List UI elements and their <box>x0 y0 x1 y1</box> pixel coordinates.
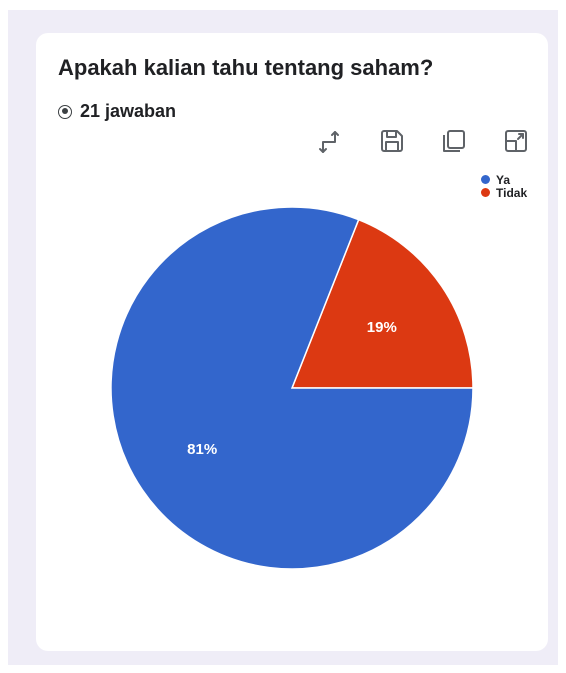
expand-chart-button[interactable] <box>500 125 532 157</box>
legend-swatch-ya <box>481 175 490 184</box>
pie-chart: 19% 81% <box>110 206 474 570</box>
copy-icon <box>443 130 465 152</box>
swap-axes-icon <box>319 131 339 153</box>
legend-item-ya: Ya <box>481 172 527 187</box>
legend-label-tidak: Tidak <box>496 185 528 200</box>
chart-toolbar <box>314 125 534 157</box>
slice-label-ya: 81% <box>187 441 217 458</box>
expand-icon <box>505 130 527 152</box>
save-image-button[interactable] <box>376 125 408 157</box>
chart-card: Apakah kalian tahu tentang saham? 21 jaw… <box>36 33 548 651</box>
legend-swatch-tidak <box>481 188 490 197</box>
save-icon <box>381 130 403 152</box>
pie-slice-ya[interactable] <box>110 206 474 570</box>
copy-chart-button[interactable] <box>438 125 470 157</box>
response-count-label: 21 jawaban <box>80 101 177 121</box>
response-count: 21 jawaban <box>58 101 176 122</box>
swap-axes-button[interactable] <box>314 125 346 157</box>
question-title: Apakah kalian tahu tentang saham? <box>58 55 434 80</box>
chart-legend: Ya Tidak <box>481 172 528 200</box>
legend-item-tidak: Tidak <box>481 185 528 200</box>
slice-label-tidak: 19% <box>367 319 397 336</box>
legend-label-ya: Ya <box>496 172 511 187</box>
pie-slice-tidak[interactable] <box>290 218 474 389</box>
radio-icon <box>58 104 72 119</box>
